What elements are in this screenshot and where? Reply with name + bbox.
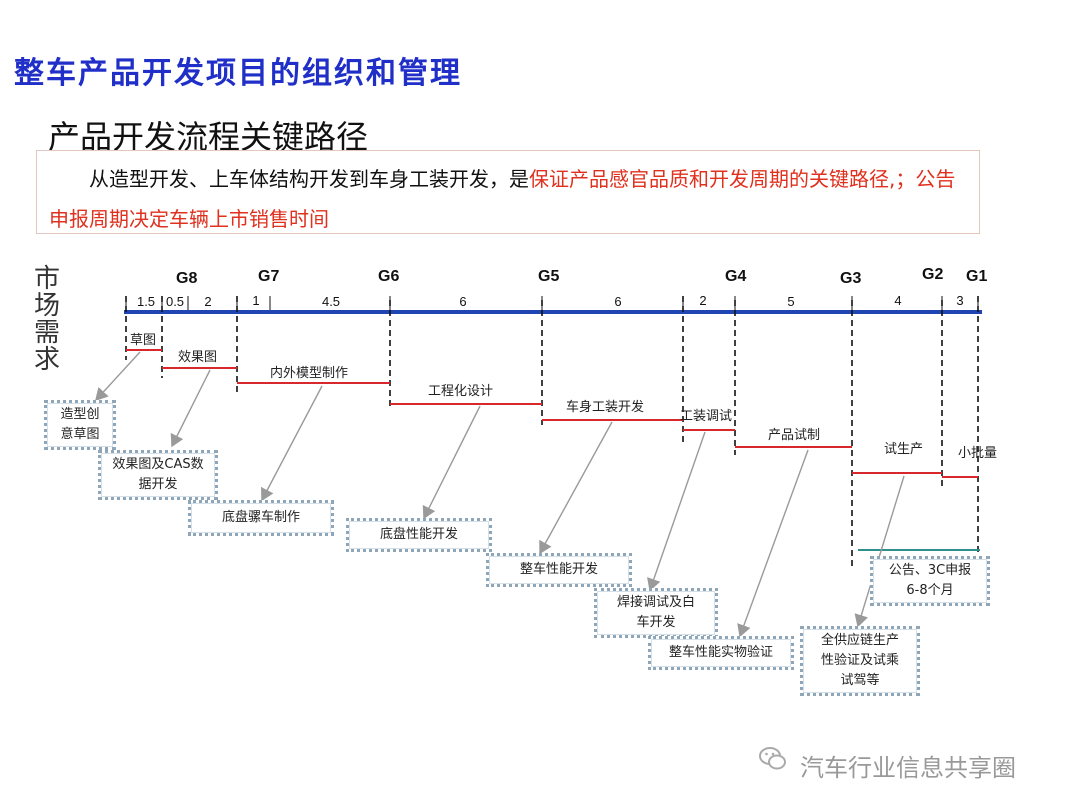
duration-label: 0.5 [165, 294, 185, 309]
activity-bars [126, 349, 978, 478]
gate-label: G5 [538, 268, 560, 285]
activity-label: 车身工装开发 [566, 400, 645, 415]
duration-label: 4 [894, 293, 902, 308]
activity-label: 小批量 [958, 446, 998, 461]
duration-label: 5 [787, 294, 795, 309]
note-box: 效果图及CAS数据开发 [98, 450, 218, 500]
gate-label: G2 [922, 266, 944, 283]
note-box: 焊接调试及白车开发 [594, 588, 718, 638]
duration-label: 6 [459, 294, 467, 309]
market-demand-label: 市 场 需 求 [32, 266, 62, 374]
activity-label: 产品试制 [768, 428, 821, 443]
activity-label: 工程化设计 [428, 384, 494, 399]
activity-label: 工装调试 [680, 409, 733, 424]
intro-box: 从造型开发、上车体结构开发到车身工装开发，是保证产品感官品质和开发周期的关键路径… [36, 150, 980, 234]
duration-label: 1.5 [136, 294, 156, 309]
note-box: 底盘骡车制作 [188, 500, 334, 536]
activity-label: 草图 [130, 333, 157, 348]
note-box: 造型创意草图 [44, 400, 116, 450]
side-char: 需 [33, 318, 60, 348]
arrows [95, 351, 905, 638]
intro-highlight: 保证产品感官品质和开发周期的关键路径,；公告申报周期决定车辆上市销售时间 [49, 167, 956, 231]
duration-label: 2 [699, 293, 707, 308]
duration-label: 6 [614, 294, 622, 309]
gate-label: G3 [840, 270, 862, 287]
note-box: 公告、3C申报6-8个月 [870, 556, 990, 606]
intro-text: 从造型开发、上车体结构开发到车身工装开发，是 [49, 167, 529, 191]
wechat-icon [759, 747, 786, 770]
duration-label: 3 [956, 293, 964, 308]
watermark: 汽车行业信息共享圈 [800, 754, 1016, 782]
activity-label: 试生产 [884, 442, 924, 457]
gate-label: G1 [966, 268, 988, 285]
note-box: 全供应链生产性验证及试乘试驾等 [800, 626, 920, 696]
section-title: 产品开发流程关键路径 [48, 118, 369, 156]
gate-label: G6 [378, 268, 400, 285]
duration-label: 2 [204, 294, 212, 309]
note-box: 底盘性能开发 [346, 518, 492, 552]
side-char: 求 [33, 345, 60, 375]
activity-label: 内外模型制作 [270, 366, 349, 381]
note-box: 整车性能实物验证 [648, 636, 794, 670]
side-char: 市 [33, 264, 60, 294]
note-box: 整车性能开发 [486, 553, 632, 587]
activity-label: 效果图 [178, 350, 218, 365]
side-char: 场 [33, 291, 60, 321]
gate-label: G8 [176, 270, 198, 287]
page-title: 整车产品开发项目的组织和管理 [14, 56, 462, 91]
duration-label: 4.5 [321, 294, 341, 309]
gate-label: G7 [258, 268, 280, 285]
gate-label: G4 [725, 268, 747, 285]
duration-label: 1 [252, 293, 260, 308]
